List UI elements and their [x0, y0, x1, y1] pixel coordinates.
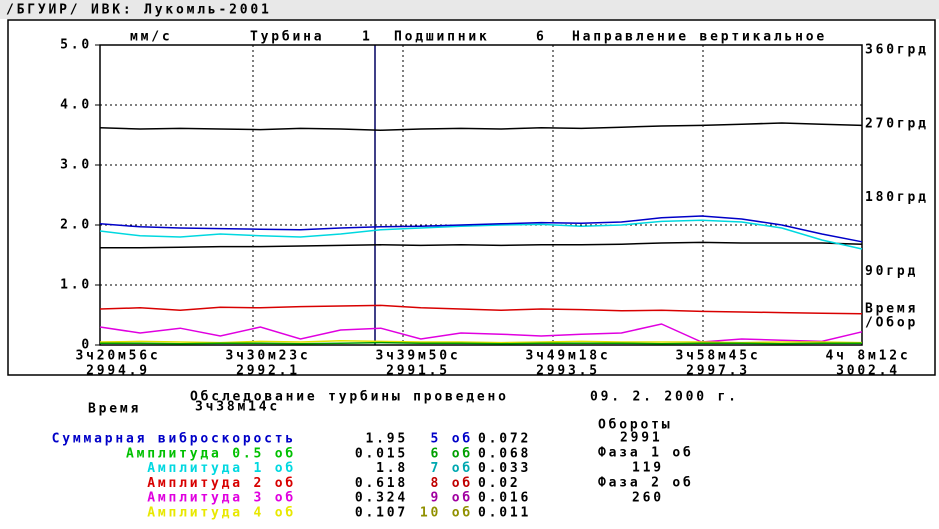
row-value: 0.015 [355, 446, 408, 461]
plot-area [99, 44, 863, 346]
bearing: 6 [536, 30, 547, 45]
y-tick-label: 1.0 [60, 278, 92, 293]
y2-extra-label: /Обор [865, 316, 918, 331]
row-value: 1.8 [376, 461, 408, 476]
series-line [99, 215, 863, 243]
turbine: 1 [362, 30, 373, 45]
series-line [99, 304, 863, 315]
row-name: Амплитуда 4 об [147, 506, 296, 521]
time-label: Время [88, 402, 141, 417]
x-tick-time: 4ч 8м12с [825, 349, 910, 364]
row-harmonic: 5 об [430, 432, 473, 447]
revs: 2991 [620, 431, 663, 446]
phase1-label: Фаза 1 об [598, 446, 694, 461]
series-line [99, 122, 863, 131]
row-harmonic-value: 0.033 [478, 461, 531, 476]
row-value: 0.324 [355, 491, 408, 506]
x-tick-time: 3ч30м23с [225, 349, 310, 364]
x-tick-revs: 2991.5 [386, 364, 450, 379]
chart-frame [7, 19, 936, 376]
row-harmonic-value: 0.02 [478, 476, 521, 491]
y-tick-label: 0 [81, 338, 92, 353]
row-name: Суммарная виброскорость [52, 432, 296, 447]
row-value: 0.618 [355, 476, 408, 491]
survey-date: 09. 2. 2000 г. [590, 390, 739, 405]
series-line [99, 323, 863, 343]
y2-tick-label: 360грд [865, 43, 929, 58]
direction: Направление вертикальное [572, 30, 827, 45]
row-harmonic-value: 0.072 [478, 432, 531, 447]
unit: мм/с [130, 30, 173, 45]
row-name: Амплитуда 0.5 об [126, 446, 296, 461]
x-tick-time: 3ч58м45с [675, 349, 760, 364]
row-harmonic: 10 об [420, 506, 473, 521]
x-tick-revs: 2994.9 [86, 364, 150, 379]
series-line [100, 341, 862, 345]
row-value: 0.107 [355, 506, 408, 521]
x-tick-revs: 2992.1 [236, 364, 300, 379]
phase1: 119 [632, 461, 664, 476]
y-tick-label: 2.0 [60, 218, 92, 233]
phase2: 260 [632, 491, 664, 506]
x-tick-time: 3ч39м50с [375, 349, 460, 364]
row-harmonic: 6 об [430, 446, 473, 461]
series-line [100, 241, 863, 249]
x-tick-time: 3ч49м18с [525, 349, 610, 364]
row-harmonic: 9 об [430, 491, 473, 506]
row-value: 1.95 [365, 432, 408, 447]
x-tick-revs: 3002.4 [836, 364, 900, 379]
survey: Обследование турбины проведено [190, 390, 509, 405]
title-bar [0, 0, 939, 19]
row-name: Амплитуда 3 об [147, 491, 296, 506]
y-tick-label: 5.0 [60, 38, 92, 53]
revs-label: Обороты [598, 418, 672, 433]
y-tick-label: 3.0 [60, 158, 92, 173]
y2-extra-label: Время [865, 302, 918, 317]
series-line [99, 219, 863, 250]
y2-tick-label: 90грд [865, 264, 918, 279]
bearing-label: Подшипник [394, 30, 490, 45]
turbine-label: Турбина [250, 30, 324, 45]
row-harmonic-value: 0.016 [478, 491, 531, 506]
y2-tick-label: 270грд [865, 116, 929, 131]
row-harmonic: 7 об [430, 461, 473, 476]
row-harmonic: 8 об [430, 476, 473, 491]
y2-tick-label: 180грд [865, 190, 929, 205]
y-tick-label: 4.0 [60, 98, 92, 113]
x-tick-revs: 2997.3 [686, 364, 750, 379]
x-tick-revs: 2993.5 [536, 364, 600, 379]
row-harmonic-value: 0.068 [478, 446, 531, 461]
row-name: Амплитуда 2 об [147, 476, 296, 491]
time: 3ч38м14с [195, 400, 280, 415]
phase2-label: Фаза 2 об [598, 476, 694, 491]
x-tick-time: 3ч20м56с [75, 349, 160, 364]
row-harmonic-value: 0.011 [478, 506, 531, 521]
row-name: Амплитуда 1 об [147, 461, 296, 476]
window-title: /БГУИР/ ИВК: Лукомль-2001 [6, 3, 272, 18]
